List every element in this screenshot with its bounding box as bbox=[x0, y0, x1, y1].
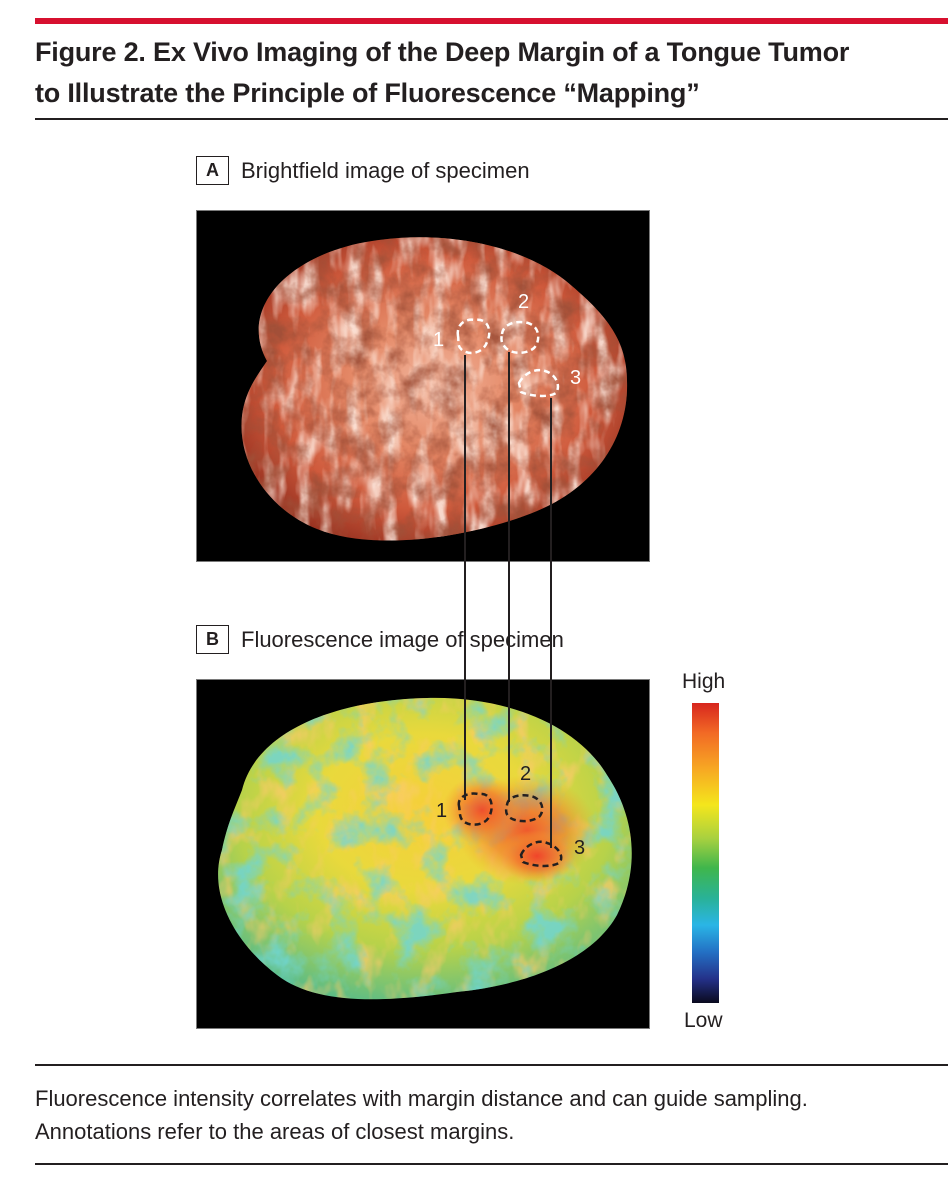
panel-a-letter: A bbox=[196, 156, 229, 185]
colorbar-low-label: Low bbox=[684, 1009, 723, 1032]
intensity-colorbar bbox=[692, 703, 719, 1003]
top-accent-rule bbox=[35, 18, 948, 24]
caption-bottom-divider bbox=[35, 1163, 948, 1165]
figure-title-line-2: to Illustrate the Principle of Fluoresce… bbox=[35, 78, 700, 108]
caption-top-divider bbox=[35, 1064, 948, 1066]
panel-b-label: B Fluorescence image of specimen bbox=[196, 625, 564, 654]
panel-a-title: Brightfield image of specimen bbox=[241, 157, 530, 183]
title-divider bbox=[35, 118, 948, 120]
figure-title-line-1: Figure 2. Ex Vivo Imaging of the Deep Ma… bbox=[35, 37, 850, 67]
figure-title: Figure 2. Ex Vivo Imaging of the Deep Ma… bbox=[35, 32, 935, 114]
panel-b-letter: B bbox=[196, 625, 229, 654]
brightfield-image bbox=[196, 210, 650, 562]
panel-b-title: Fluorescence image of specimen bbox=[241, 626, 564, 652]
caption-line-2: Annotations refer to the areas of closes… bbox=[35, 1119, 515, 1144]
fluorescence-image bbox=[196, 679, 650, 1029]
caption-line-1: Fluorescence intensity correlates with m… bbox=[35, 1086, 808, 1111]
colorbar-high-label: High bbox=[682, 670, 726, 693]
panel-a-label: A Brightfield image of specimen bbox=[196, 156, 530, 185]
figure-caption: Fluorescence intensity correlates with m… bbox=[35, 1082, 935, 1148]
